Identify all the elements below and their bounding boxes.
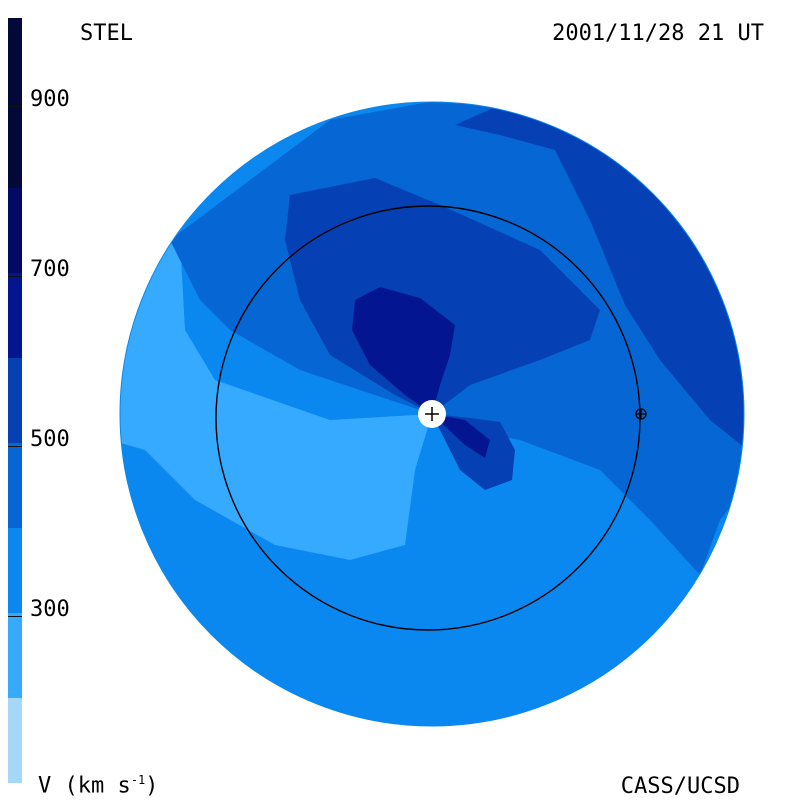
velocity-colorbar	[8, 18, 22, 783]
colorbar-segment	[8, 528, 22, 613]
colorbar-tick	[8, 446, 22, 447]
colorbar-segment	[8, 358, 22, 443]
disc-outline	[119, 101, 745, 727]
colorbar-segment	[8, 18, 22, 188]
earth-orbit-circle	[215, 205, 641, 631]
colorbar-tick-label: 900	[30, 87, 70, 112]
field-600-700-lobe	[432, 414, 490, 458]
colorbar-segment	[8, 188, 22, 273]
field-200-300	[120, 200, 432, 560]
colorbar-segment	[8, 273, 22, 358]
credit-label: CASS/UCSD	[620, 774, 740, 799]
field-600-700	[352, 287, 455, 414]
field-500-600	[285, 178, 600, 414]
unit-label: V (km s-1)	[38, 773, 159, 799]
colorbar-tick	[8, 106, 22, 107]
colorbar-tick-label: 500	[30, 427, 70, 452]
source-label: STEL	[80, 21, 133, 46]
colorbar-segment	[8, 443, 22, 528]
colorbar-tick-label: 300	[30, 597, 70, 622]
colorbar-segment	[8, 698, 22, 783]
sun-center-marker	[418, 400, 446, 428]
earth-marker	[635, 408, 647, 420]
colorbar-segment	[8, 613, 22, 698]
colorbar-tick-label: 700	[30, 257, 70, 282]
colorbar-tick	[8, 276, 22, 277]
colorbar-tick	[8, 616, 22, 617]
timestamp: 2001/11/28 21 UT	[552, 21, 764, 46]
